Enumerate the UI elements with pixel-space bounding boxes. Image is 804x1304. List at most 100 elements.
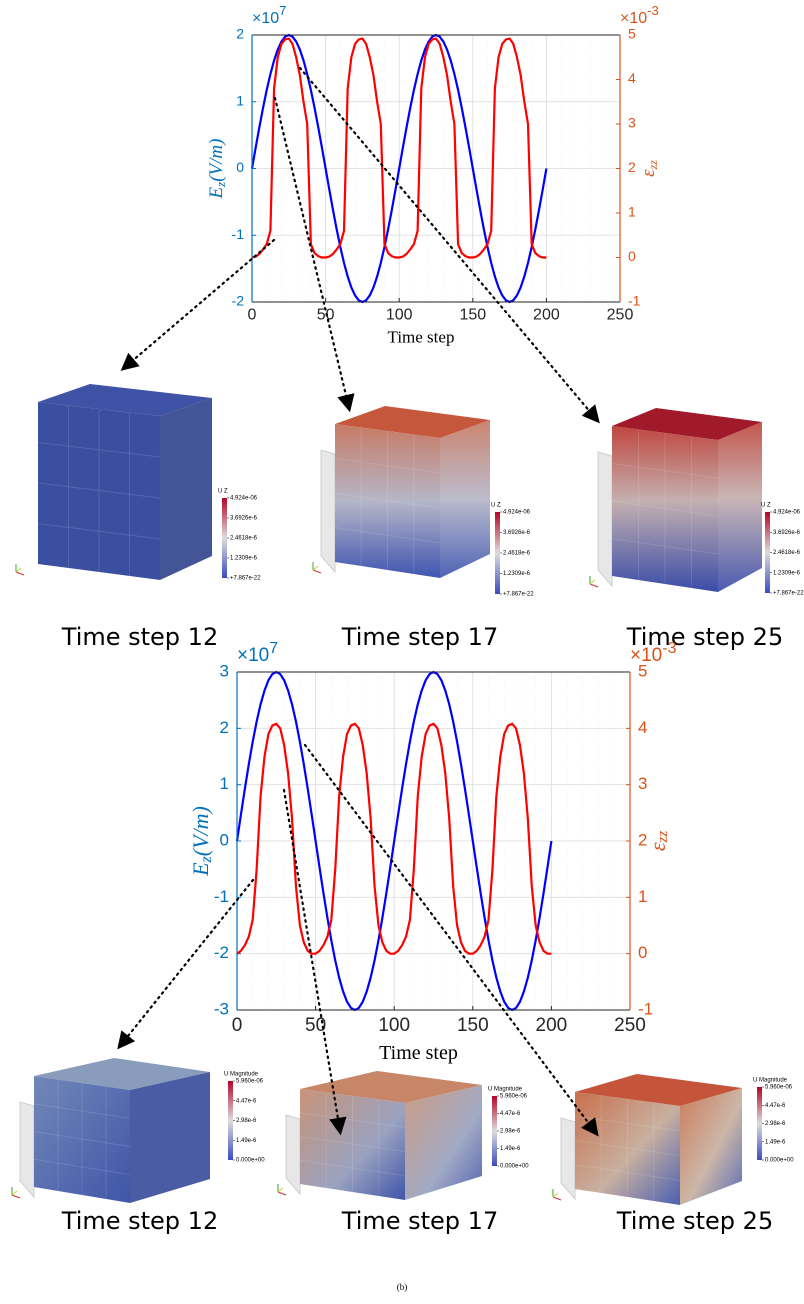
colorbar-label: 2.98e-6 bbox=[500, 1129, 521, 1135]
axis-triad bbox=[313, 570, 321, 573]
colorbar-label: 2.98e-6 bbox=[236, 1118, 257, 1124]
colorbar-label: 1.2309e-6 bbox=[773, 570, 801, 576]
colorbar-label: 3.6926e-6 bbox=[503, 530, 531, 536]
colorbar-label: 1.49e-6 bbox=[236, 1138, 257, 1144]
colorbar-title: U Magnitude bbox=[488, 1087, 523, 1093]
y-tick-label: 1 bbox=[236, 92, 244, 108]
colorbar-label: 4.47e-6 bbox=[500, 1111, 521, 1117]
y-multiplier: ×107 bbox=[237, 640, 278, 666]
y-axis-label: Ez(V/m) bbox=[188, 806, 215, 877]
cube-side bbox=[405, 1085, 482, 1200]
view-label: Time step 12 bbox=[61, 1207, 218, 1235]
colorbar-label: +7.867e-22 bbox=[503, 592, 534, 598]
cube-side bbox=[440, 420, 490, 578]
y-tick-label: 2 bbox=[236, 26, 244, 42]
colorbar-label: 1.49e-6 bbox=[765, 1139, 786, 1145]
cube-ghost bbox=[20, 1102, 34, 1197]
cube-side bbox=[680, 1088, 742, 1205]
label-sub: zz bbox=[646, 160, 660, 171]
axis-triad bbox=[16, 568, 21, 572]
y2-tick-label: 0 bbox=[628, 248, 636, 264]
y2-tick-label: 5 bbox=[628, 26, 636, 42]
y-tick-label: 1 bbox=[220, 774, 229, 793]
colorbar-label: 4.924e-06 bbox=[503, 510, 531, 516]
colorbar-label: 0.000e+00 bbox=[236, 1158, 265, 1164]
colorbar-label: 2.4618e-6 bbox=[503, 551, 531, 557]
x-tick-label: 150 bbox=[459, 307, 486, 324]
y2-tick-label: 4 bbox=[638, 718, 647, 737]
y2-multiplier: ×10-3 bbox=[630, 640, 677, 666]
colorbar-label: 1.2309e-6 bbox=[503, 571, 531, 577]
colorbar-label: 4.47e-6 bbox=[765, 1103, 786, 1109]
cube-ghost bbox=[321, 450, 335, 572]
colorbar-label: 4.47e-6 bbox=[236, 1098, 257, 1104]
cube-side bbox=[160, 398, 212, 580]
colorbar-label: 5.960e-06 bbox=[500, 1094, 528, 1100]
x-tick-label: 100 bbox=[386, 307, 413, 324]
label-rest: (V/m) bbox=[188, 806, 213, 856]
multiplier-exponent: -3 bbox=[662, 640, 676, 657]
colorbar-title: U Z bbox=[218, 489, 228, 495]
colorbar-label: +7.867e-22 bbox=[773, 591, 804, 597]
colorbar-label: 2.98e-6 bbox=[765, 1121, 786, 1127]
axis-triad bbox=[16, 572, 24, 575]
y2-tick-label: -1 bbox=[628, 293, 641, 309]
x-tick-label: 100 bbox=[378, 1015, 410, 1036]
y2-multiplier: ×10-3 bbox=[620, 3, 659, 27]
view-label: Time step 25 bbox=[616, 1207, 773, 1235]
y-tick-label: -2 bbox=[214, 943, 229, 962]
colorbar-title: U Z bbox=[491, 503, 501, 509]
colorbar bbox=[228, 1081, 233, 1160]
axis-triad bbox=[313, 566, 318, 570]
colorbar bbox=[757, 1087, 762, 1160]
axis-triad bbox=[590, 584, 598, 587]
cube-side bbox=[130, 1072, 210, 1203]
label-sub: zz bbox=[655, 831, 671, 844]
y-tick-label: -1 bbox=[232, 226, 245, 242]
axis-triad bbox=[553, 1193, 558, 1197]
colorbar bbox=[492, 1096, 497, 1166]
label-rest: (V/m) bbox=[206, 139, 227, 182]
y2-tick-label: 3 bbox=[638, 774, 647, 793]
multiplier-base: ×10 bbox=[252, 10, 279, 27]
view-label: Time step 12 bbox=[61, 623, 218, 651]
panel: U Z4.924e-063.6926e-62.4618e-61.2309e-6+… bbox=[16, 384, 804, 712]
view-label: Time step 17 bbox=[341, 623, 498, 651]
y2-tick-label: 0 bbox=[638, 943, 647, 962]
y-tick-label: 0 bbox=[236, 159, 244, 175]
y-axis-label: Ez(V/m) bbox=[206, 139, 228, 200]
colorbar-label: +7.867e-22 bbox=[230, 576, 261, 582]
colorbar-label: 2.4618e-6 bbox=[773, 550, 801, 556]
y2-tick-label: 3 bbox=[628, 115, 636, 131]
colorbar-label: 4.924e-06 bbox=[230, 496, 258, 502]
chart: 050100150200250-3-2-10123-1012345Time st… bbox=[188, 640, 677, 1064]
multiplier-base: ×10 bbox=[237, 645, 269, 666]
colorbar-label: 5.960e-06 bbox=[765, 1085, 793, 1091]
x-tick-label: 0 bbox=[232, 1015, 243, 1036]
label-main: E bbox=[206, 186, 227, 199]
figure: U Z4.924e-063.6926e-62.4618e-61.2309e-6+… bbox=[0, 0, 804, 1299]
y-tick-label: 3 bbox=[220, 661, 229, 680]
axis-triad bbox=[12, 1195, 20, 1198]
y2-tick-label: 2 bbox=[628, 159, 636, 175]
cube-ghost bbox=[561, 1118, 575, 1199]
x-axis-label: Time step bbox=[379, 1042, 458, 1064]
colorbar-title: U Magnitude bbox=[753, 1078, 788, 1084]
multiplier-exponent: 7 bbox=[269, 640, 278, 657]
y-tick-label: -2 bbox=[232, 293, 245, 309]
axis-triad bbox=[278, 1192, 286, 1195]
axis-triad bbox=[278, 1188, 283, 1192]
panel: U Magnitude5.960e-064.47e-62.98e-61.49e-… bbox=[12, 1058, 794, 1292]
y2-axis-label: εzz bbox=[638, 160, 659, 177]
y-tick-label: 2 bbox=[220, 718, 229, 737]
multiplier-exponent: -3 bbox=[647, 3, 659, 18]
y2-tick-label: 1 bbox=[638, 887, 647, 906]
axis-triad bbox=[553, 1197, 561, 1200]
x-axis-label: Time step bbox=[388, 327, 455, 346]
colorbar-label: 0.000e+00 bbox=[500, 1164, 529, 1170]
colorbar-label: 5.960e-06 bbox=[236, 1079, 264, 1085]
colorbar-label: 1.49e-6 bbox=[500, 1146, 521, 1152]
colorbar-label: 4.924e-06 bbox=[773, 510, 801, 516]
cube-ghost bbox=[286, 1115, 300, 1194]
